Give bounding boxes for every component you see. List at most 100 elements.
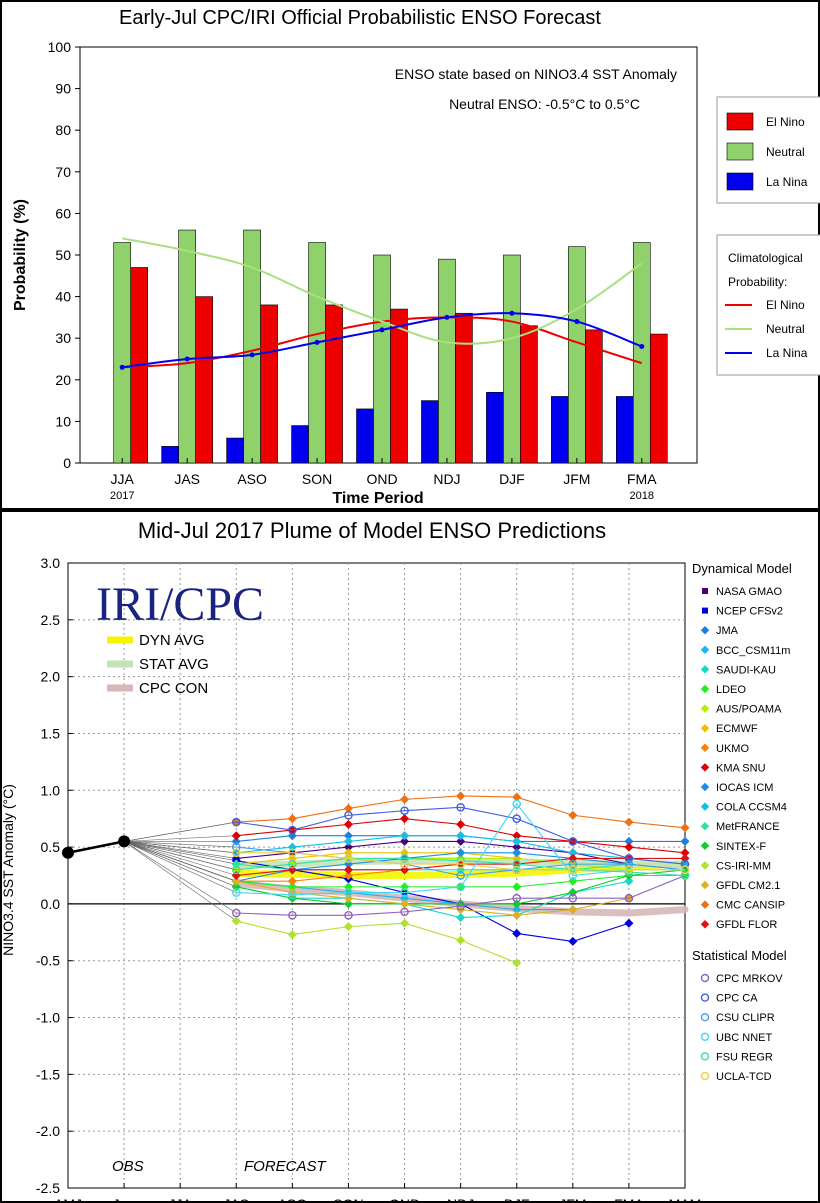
model-marker-ucla-tcd xyxy=(288,848,297,858)
bar-neutral xyxy=(178,229,196,464)
legend-label-ncep-cfsv2: NCEP CFSv2 xyxy=(716,606,783,618)
model-line-ncep-cfsv2 xyxy=(236,860,630,942)
y-tick-label: 2.0 xyxy=(41,669,61,685)
legend-label-gfdl-flor: GFDL FLOR xyxy=(716,919,777,931)
model-marker-cpc-ca xyxy=(288,825,297,835)
legend-marker-ldeo xyxy=(700,684,710,694)
plume-spread-line-kma-snu xyxy=(124,835,237,842)
legend-label-cmc-cansip: CMC CANSIP xyxy=(716,900,785,912)
obs-label: OBS xyxy=(112,1158,144,1175)
legend-label-gfdl-cm2-1: GFDL CM2.1 xyxy=(716,880,780,892)
model-marker-cpc-mrkov xyxy=(344,910,353,920)
model-line-cs-iri-mm xyxy=(236,920,517,964)
bar-la-nina xyxy=(615,396,634,464)
model-marker-kma-snu xyxy=(512,831,522,841)
legend-marker-ucla-tcd xyxy=(700,1071,710,1081)
legend-marker-cola-ccsm4 xyxy=(700,802,710,811)
model-marker-gfdl-cm2-1 xyxy=(400,899,410,909)
bar-la-nina xyxy=(226,437,244,464)
model-marker-cola-ccsm4 xyxy=(400,831,410,841)
x-tick-label: JFM xyxy=(559,1196,586,1203)
y-tick-label: 100 xyxy=(48,39,72,55)
model-marker-fsu-regr xyxy=(512,859,522,869)
x-tick-label: ASO xyxy=(278,1196,308,1203)
legend-marker-metfrance xyxy=(700,821,710,831)
model-marker-ucla-tcd xyxy=(680,865,690,875)
x-tick-label: MAM xyxy=(669,1196,702,1203)
model-line-gfdl-cm2-1 xyxy=(236,880,630,916)
model-marker-csu-clipr xyxy=(624,859,634,869)
model-line-ecmwf xyxy=(236,852,517,865)
y-tick-label: -2.0 xyxy=(36,1123,60,1139)
bar-neutral xyxy=(373,254,391,464)
legend-label-ecmwf: ECMWF xyxy=(716,723,758,735)
model-marker-cpc-ca xyxy=(568,837,578,846)
legend-marker-csu-clipr xyxy=(700,1013,710,1022)
plume-spread-line-cs-iri-mm xyxy=(123,841,237,922)
plume-spread-line-nasa-gmao xyxy=(124,841,237,859)
model-marker-ucla-tcd xyxy=(568,865,578,875)
bar-neutral xyxy=(503,254,521,464)
y-tick-label: 0 xyxy=(63,455,71,471)
legend-label-metfrance: MetFRANCE xyxy=(716,821,780,833)
plume-spread-line-cpc-ca xyxy=(124,821,237,842)
bar-el-nino xyxy=(520,325,538,464)
top-annotation-2: Neutral ENSO: -0.5°C to 0.5°C xyxy=(449,96,640,112)
x-tick-label: DJF xyxy=(504,1196,530,1203)
model-marker-cpc-mrkov xyxy=(624,893,634,903)
model-marker-csu-clipr xyxy=(456,871,465,880)
model-marker-ucla-tcd xyxy=(456,859,465,869)
legend-marker-cmc-cansip xyxy=(700,900,710,909)
plume-spread-line-csu-clipr xyxy=(124,841,237,848)
model-marker-jma xyxy=(680,836,690,846)
model-marker-ubc-nnet xyxy=(568,871,578,880)
clim-legend-label-la-nina: La Nina xyxy=(766,346,808,360)
legend-marker-cs-iri-mm xyxy=(700,861,710,870)
legend-label-csu-clipr: CSU CLIPR xyxy=(716,1012,775,1024)
legend-marker-gfdl-cm2-1 xyxy=(700,880,710,890)
x-tick-label: FMA xyxy=(614,1196,644,1203)
legend-label-sintex-f: SINTEX-F xyxy=(716,841,766,853)
legend-swatch-la-nina xyxy=(726,172,754,191)
bar-neutral xyxy=(568,246,586,464)
model-marker-cpc-mrkov xyxy=(400,907,409,917)
model-marker-cs-iri-mm xyxy=(231,916,241,926)
model-marker-ncep-cfsv2 xyxy=(624,918,634,928)
legend-marker-sintex-f xyxy=(700,841,710,851)
model-marker-nasa-gmao xyxy=(400,836,410,846)
legend-marker-iocas-icm xyxy=(700,782,710,792)
x-tick-label: JJA xyxy=(111,471,135,487)
legend-label-iocas-icm: IOCAS ICM xyxy=(716,782,773,794)
y-tick-label: 3.0 xyxy=(41,555,61,571)
bar-la-nina xyxy=(421,400,439,464)
legend-marker-jma xyxy=(700,625,710,635)
plume-spread-line-ubc-nnet xyxy=(123,841,237,893)
model-marker-saudi-kau xyxy=(624,876,634,886)
model-marker-kma-snu xyxy=(231,831,241,841)
x-tick-label: JJA xyxy=(169,1196,193,1203)
bar-neutral xyxy=(632,242,651,464)
bar-el-nino xyxy=(195,296,213,464)
bar-neutral xyxy=(113,242,132,464)
model-marker-cs-iri-mm xyxy=(512,958,522,968)
legend-label-kma-snu: KMA SNU xyxy=(716,762,766,774)
model-marker-cmc-cansip xyxy=(624,817,634,827)
x-tick-label: NDJ xyxy=(433,471,460,487)
y-tick-label: 70 xyxy=(55,164,71,180)
y-tick-label: 1.5 xyxy=(41,725,61,741)
model-marker-ubc-nnet xyxy=(344,888,353,897)
y-tick-label: 2.5 xyxy=(41,612,61,628)
y-tick-label: 0.0 xyxy=(41,896,61,912)
clim-legend-title-1: Climatological xyxy=(728,251,803,265)
model-plume-chart: Mid-Jul 2017 Plume of Model ENSO Predict… xyxy=(0,510,820,1203)
top-x-axis-label: Time Period xyxy=(332,490,423,507)
climatology-point-la-nina xyxy=(444,314,450,320)
x-tick-label: JAS xyxy=(174,471,200,487)
model-marker-ucla-tcd xyxy=(344,854,353,863)
model-marker-ucla-tcd xyxy=(231,848,241,858)
legend-label-neutral: Neutral xyxy=(766,145,805,159)
legend-label-ldeo: LDEO xyxy=(716,684,746,696)
model-marker-cola-ccsm4 xyxy=(343,836,353,846)
y-tick-label: 50 xyxy=(55,247,71,263)
model-marker-cola-ccsm4 xyxy=(512,836,522,846)
